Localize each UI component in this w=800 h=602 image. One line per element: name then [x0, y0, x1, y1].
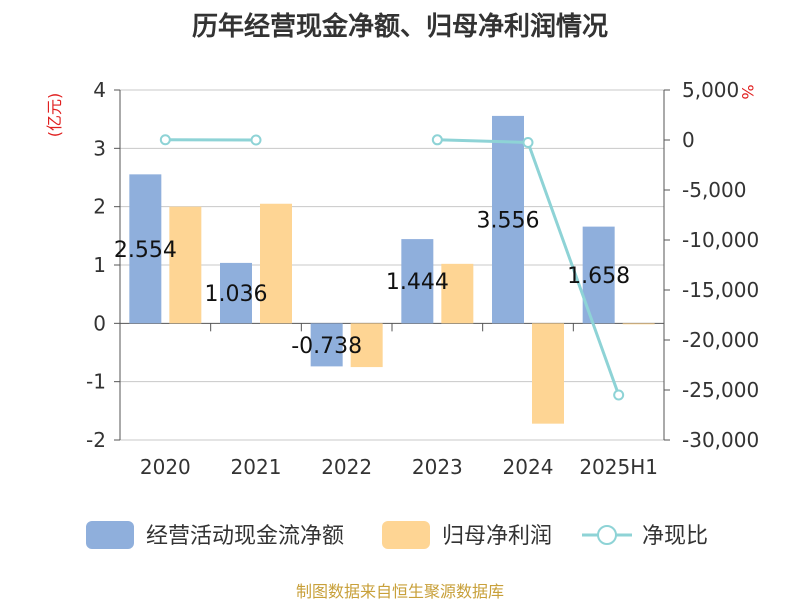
- data-label: 3.556: [477, 209, 540, 234]
- ratio-point: [161, 135, 170, 144]
- left-tick-label: 4: [93, 78, 106, 102]
- right-axis-unit: %: [738, 84, 757, 99]
- right-tick-label: -10,000: [682, 228, 759, 252]
- right-tick-label: -5,000: [682, 178, 746, 202]
- data-label: 1.036: [205, 282, 268, 307]
- bar-net-profit: [623, 323, 655, 324]
- legend-label: 归母净利润: [442, 524, 552, 549]
- right-tick-label: 5,000: [682, 78, 739, 102]
- left-tick-label: 1: [93, 253, 106, 277]
- left-tick-label: 2: [93, 195, 106, 219]
- x-tick-label: 2020: [140, 455, 191, 479]
- data-label: -0.738: [291, 334, 362, 359]
- legend-label: 净现比: [642, 524, 708, 549]
- right-tick-label: -25,000: [682, 378, 759, 402]
- right-tick-label: -20,000: [682, 328, 759, 352]
- ratio-point: [524, 138, 533, 147]
- left-tick-label: -2: [86, 428, 106, 452]
- left-axis-unit: (亿元): [45, 93, 64, 138]
- right-tick-label: -30,000: [682, 428, 759, 452]
- legend-swatch-net-profit: [382, 521, 430, 549]
- ratio-point: [433, 135, 442, 144]
- left-tick-label: 0: [93, 311, 106, 335]
- x-tick-label: 2024: [503, 455, 554, 479]
- x-tick-label: 2022: [321, 455, 372, 479]
- right-tick-label: -15,000: [682, 278, 759, 302]
- data-label: 1.658: [567, 264, 630, 289]
- data-label: 2.554: [114, 238, 177, 263]
- legend-swatch-cash-flow: [86, 521, 134, 549]
- ratio-point: [252, 136, 261, 145]
- left-tick-label: -1: [86, 370, 106, 394]
- legend-marker-ratio: [598, 526, 616, 544]
- right-tick-label: 0: [682, 128, 695, 152]
- x-tick-label: 2025H1: [579, 455, 658, 479]
- data-label: 1.444: [386, 270, 449, 295]
- x-tick-label: 2023: [412, 455, 463, 479]
- x-tick-label: 2021: [231, 455, 282, 479]
- ratio-point: [614, 391, 623, 400]
- left-tick-label: 3: [93, 136, 106, 160]
- bar-net-profit: [169, 207, 201, 324]
- data-source: 制图数据来自恒生聚源数据库: [0, 578, 800, 602]
- bar-net-profit: [532, 323, 564, 423]
- legend: 经营活动现金流净额 归母净利润 净现比: [86, 521, 708, 549]
- legend-label: 经营活动现金流净额: [146, 524, 344, 549]
